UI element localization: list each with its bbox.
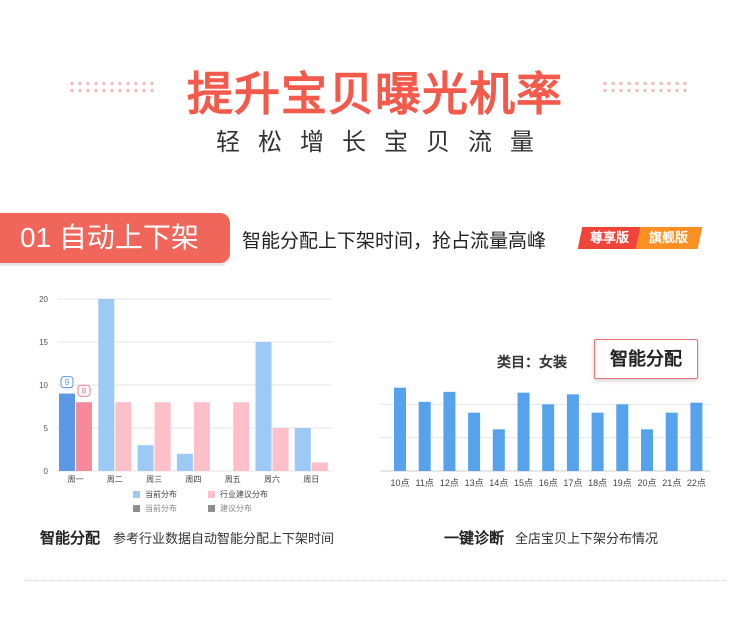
bar-18点 xyxy=(591,412,604,471)
bar-suggested-周日 xyxy=(311,462,328,471)
x-tick-label: 17点 xyxy=(563,478,582,488)
section-tagline: 智能分配上下架时间，抢占流量高峰 xyxy=(242,231,547,252)
x-tick-label: 16点 xyxy=(539,478,558,488)
x-tick-label: 18点 xyxy=(588,478,607,488)
flagship-edition-badge: 旗舰版 xyxy=(635,227,703,249)
legend-label: 当前分布 xyxy=(145,489,177,499)
y-tick-label: 15 xyxy=(39,338,48,347)
bar-13点 xyxy=(468,412,481,471)
x-tick-label: 11点 xyxy=(416,478,434,488)
bar-16点 xyxy=(542,404,555,471)
legend-label: 建议分布 xyxy=(220,503,252,513)
bar-11点 xyxy=(418,401,431,471)
legend-swatch xyxy=(208,491,215,498)
bar-suggested-周五 xyxy=(233,402,250,471)
bottom-divider xyxy=(25,580,725,581)
bar-suggested-周一 xyxy=(76,402,92,471)
x-tick-label: 周三 xyxy=(146,475,162,484)
section-banner: 01 自动上下架 xyxy=(0,213,230,263)
x-tick-label: 周二 xyxy=(107,475,123,484)
bar-suggested-周六 xyxy=(272,428,289,471)
x-tick-label: 14点 xyxy=(489,478,508,488)
x-tick-label: 周日 xyxy=(303,475,319,484)
legend-swatch xyxy=(133,491,140,498)
bar-20点 xyxy=(641,429,653,471)
hero-subtitle: 轻松增长宝贝流量 xyxy=(216,129,552,156)
y-tick-label: 20 xyxy=(39,295,48,304)
x-tick-label: 22点 xyxy=(687,478,706,488)
smart-allocate-caption-desc: 参考行业数据自动智能分配上下架时间 xyxy=(113,531,335,546)
x-tick-label: 周四 xyxy=(185,475,201,484)
legend-swatch xyxy=(133,505,140,512)
left-dots-decoration xyxy=(68,80,156,94)
bar-19点 xyxy=(616,404,629,471)
bar-current-周三 xyxy=(137,445,154,471)
bar-15点 xyxy=(517,392,530,471)
bar-22点 xyxy=(690,402,703,471)
bar-current-周二 xyxy=(98,299,115,471)
x-tick-label: 周六 xyxy=(264,474,280,484)
bar-21点 xyxy=(665,412,678,471)
flagship-edition-badge-label: 旗舰版 xyxy=(649,230,689,245)
smart-allocate-caption-title: 智能分配 xyxy=(40,530,101,547)
one-click-diagnosis-caption-title: 一键诊断 xyxy=(444,530,505,547)
category-label: 类目：女装 xyxy=(497,354,567,370)
bar-current-周四 xyxy=(176,453,193,471)
vip-edition-badge-label: 尊享版 xyxy=(590,230,630,245)
y-tick-label: 5 xyxy=(44,424,49,433)
bar-12点 xyxy=(443,391,456,471)
x-tick-label: 19点 xyxy=(613,478,632,488)
bar-current-周一 xyxy=(59,393,75,471)
value-callout-label: 9 xyxy=(65,378,70,387)
right-dots-decoration xyxy=(601,80,689,94)
bar-suggested-周四 xyxy=(193,402,210,471)
x-tick-label: 周一 xyxy=(68,475,84,484)
hero-title: 提升宝贝曝光机率 xyxy=(187,68,563,120)
one-click-diagnosis-caption-desc: 全店宝贝上下架分布情况 xyxy=(515,531,659,546)
bar-10点 xyxy=(394,387,406,471)
bar-current-周六 xyxy=(255,342,272,471)
value-callout-box xyxy=(60,376,74,389)
legend-label: 当前分布 xyxy=(145,503,177,513)
legend-label: 行业建议分布 xyxy=(220,489,268,499)
smart-allocate-button[interactable]: 智能分配 xyxy=(594,339,698,379)
y-tick-label: 0 xyxy=(44,467,49,476)
x-tick-label: 15点 xyxy=(514,478,533,488)
bar-suggested-周二 xyxy=(115,402,132,471)
legend-swatch xyxy=(208,505,215,512)
x-tick-label: 13点 xyxy=(465,478,484,488)
x-tick-label: 周五 xyxy=(225,475,241,484)
x-tick-label: 10点 xyxy=(390,478,409,488)
bar-current-周日 xyxy=(294,428,311,471)
x-tick-label: 21点 xyxy=(662,478,681,488)
bar-14点 xyxy=(492,429,505,471)
bar-17点 xyxy=(566,394,579,471)
value-callout-box xyxy=(77,384,91,397)
value-callout-label: 8 xyxy=(82,387,87,396)
hourly-diagnosis-chart: 10点 11点 12点 13点 14点 15点 16点 17点 18点 19点 20点 21点 22点 xyxy=(380,387,710,488)
x-tick-label: 20点 xyxy=(637,478,656,488)
vip-edition-badge: 尊享版 xyxy=(577,227,643,249)
x-tick-label: 12点 xyxy=(440,478,459,488)
bar-suggested-周三 xyxy=(154,402,171,471)
y-tick-label: 10 xyxy=(39,381,48,390)
